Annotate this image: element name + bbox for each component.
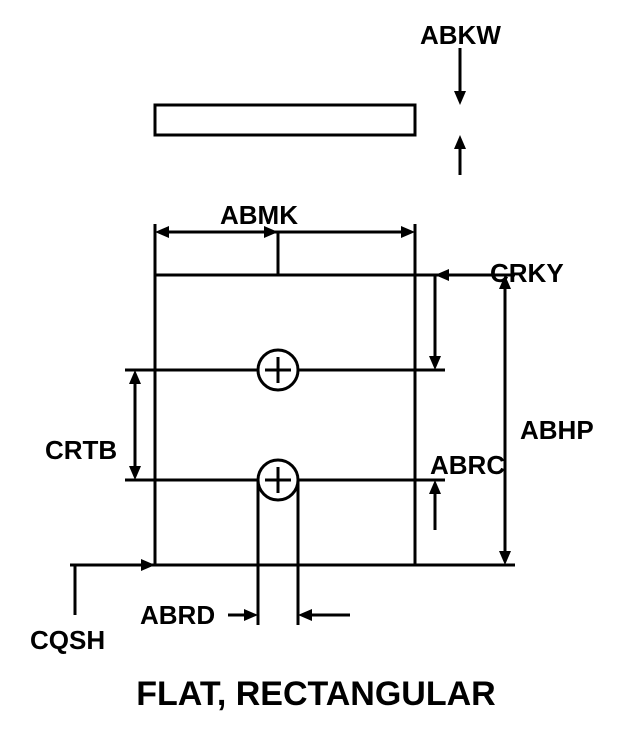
- figure-title: FLAT, RECTANGULAR: [0, 675, 632, 714]
- label-abrd: ABRD: [140, 600, 215, 631]
- label-cqsh: CQSH: [30, 625, 105, 656]
- diagram-stage: ABKW ABMK CRKY ABHP ABRC CRTB CQSH ABRD …: [0, 0, 632, 735]
- label-abkw: ABKW: [420, 20, 501, 51]
- label-abrc: ABRC: [430, 450, 505, 481]
- label-crky: CRKY: [490, 258, 564, 289]
- label-crtb: CRTB: [45, 435, 117, 466]
- label-abhp: ABHP: [520, 415, 594, 446]
- label-abmk: ABMK: [220, 200, 298, 231]
